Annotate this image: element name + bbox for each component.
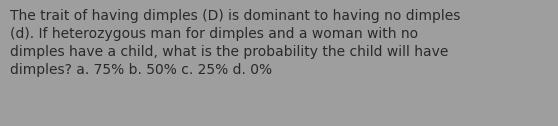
Text: The trait of having dimples (D) is dominant to having no dimples
(d). If heteroz: The trait of having dimples (D) is domin… [10, 9, 460, 77]
